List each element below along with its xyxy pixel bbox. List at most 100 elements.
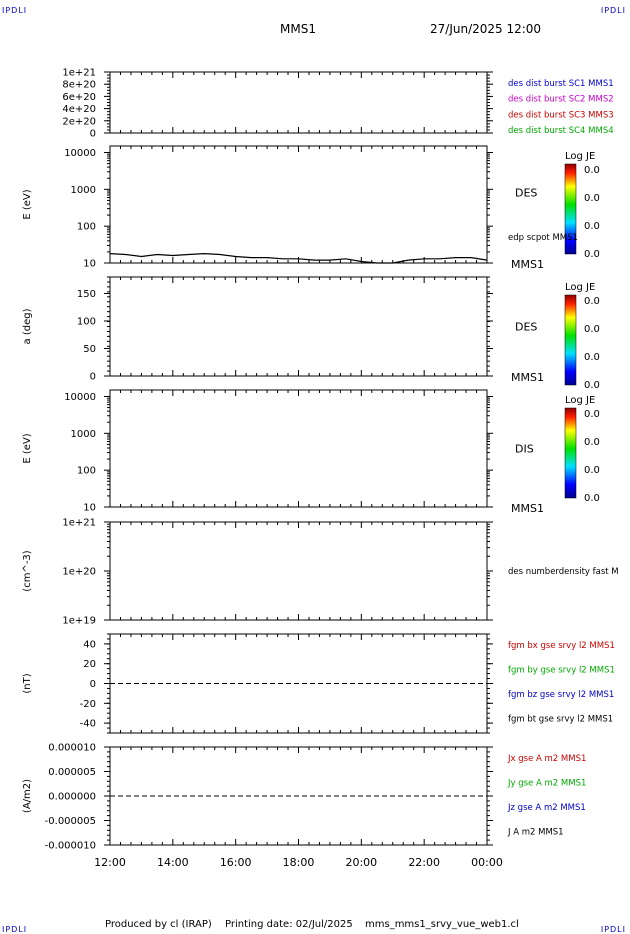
legend-entry: fgm bt gse srvy l2 MMS1 bbox=[508, 715, 613, 725]
footer-printing-date: Printing date: 02/Jul/2025 bbox=[225, 919, 353, 930]
overlay-label: edp scpot MMS1 bbox=[508, 233, 578, 243]
spacecraft-label: MMS1 bbox=[511, 258, 544, 271]
colorbar bbox=[564, 163, 577, 255]
panel-p4 bbox=[104, 389, 577, 508]
y-tick-label: -0.000005 bbox=[45, 816, 96, 827]
colorbar-label: 0.0 bbox=[584, 165, 600, 176]
y-axis-title: (nT) bbox=[22, 673, 33, 693]
panel-p5 bbox=[104, 521, 493, 621]
time-tick-label: 22:00 bbox=[408, 856, 440, 869]
y-axis-title: (cm^-3) bbox=[22, 550, 33, 591]
y-tick-label: -40 bbox=[80, 719, 96, 730]
corner-label-bottom-left: IPDLI bbox=[2, 925, 28, 934]
corner-label-top-right: IPDLI bbox=[600, 6, 626, 15]
spacecraft-label: MMS1 bbox=[511, 502, 544, 515]
legend-entry: Jz gse A m2 MMS1 bbox=[507, 803, 586, 813]
y-tick-label: 50 bbox=[83, 344, 96, 355]
colorbar-label: 0.0 bbox=[584, 493, 600, 504]
colorbar-title: Log JE bbox=[565, 395, 595, 406]
colorbar-label: 0.0 bbox=[584, 352, 600, 363]
y-tick-label: 1e+20 bbox=[62, 567, 96, 578]
instrument-label: DES bbox=[515, 321, 537, 334]
footer-producer: Produced by cl (IRAP) bbox=[105, 919, 212, 930]
legend-entry: fgm by gse srvy l2 MMS1 bbox=[508, 666, 615, 676]
y-tick-label: 1000 bbox=[71, 185, 96, 196]
y-tick-label: 10000 bbox=[64, 148, 96, 159]
y-tick-label: 2e+20 bbox=[62, 116, 96, 127]
y-tick-label: 10000 bbox=[64, 392, 96, 403]
legend-entry: des dist burst SC2 MMS2 bbox=[508, 95, 614, 105]
colorbar-label: 0.0 bbox=[584, 324, 600, 335]
plot-frame bbox=[109, 276, 488, 377]
spacecraft-label: MMS1 bbox=[511, 371, 544, 384]
colorbar-label: 0.0 bbox=[584, 437, 600, 448]
y-tick-label: 0.000000 bbox=[48, 792, 96, 803]
legend-entry: des dist burst SC1 MMS1 bbox=[508, 79, 614, 89]
time-tick-label: 18:00 bbox=[283, 856, 315, 869]
instrument-label: DES bbox=[515, 187, 537, 200]
y-tick-label: 4e+20 bbox=[62, 104, 96, 115]
legend-entry: Jx gse A m2 MMS1 bbox=[507, 754, 586, 764]
y-tick-label: 20 bbox=[83, 659, 96, 670]
y-tick-label: 0.000005 bbox=[48, 767, 96, 778]
y-tick-label: 0 bbox=[90, 372, 96, 383]
y-tick-label: 40 bbox=[83, 639, 96, 650]
y-tick-label: 150 bbox=[77, 289, 96, 300]
y-axis-title: E (eV) bbox=[22, 189, 33, 219]
time-tick-label: 14:00 bbox=[157, 856, 189, 869]
legend-entry: des dist burst SC3 MMS3 bbox=[508, 110, 614, 120]
plot-frame bbox=[109, 521, 488, 621]
colorbar bbox=[564, 407, 577, 499]
plot-frame bbox=[109, 389, 488, 508]
instrument-label: DIS bbox=[515, 443, 534, 456]
y-tick-label: 6e+20 bbox=[62, 92, 96, 103]
panel-p7 bbox=[104, 746, 493, 846]
colorbar-label: 0.0 bbox=[584, 193, 600, 204]
legend-entry: des dist burst SC4 MMS4 bbox=[508, 126, 614, 136]
time-tick-label: 16:00 bbox=[220, 856, 252, 869]
y-tick-label: 10 bbox=[83, 259, 96, 270]
panel-p1 bbox=[104, 71, 493, 134]
header-spacecraft: MMS1 bbox=[280, 22, 316, 36]
colorbar-label: 0.0 bbox=[584, 249, 600, 260]
colorbar-title: Log JE bbox=[565, 282, 595, 293]
y-tick-label: 0 bbox=[90, 129, 96, 140]
colorbar-label: 0.0 bbox=[584, 409, 600, 420]
panel-p2 bbox=[104, 145, 577, 264]
time-tick-label: 20:00 bbox=[345, 856, 377, 869]
corner-label-top-left: IPDLI bbox=[2, 6, 28, 15]
corner-label-bottom-right: IPDLI bbox=[600, 925, 626, 934]
colorbar-label: 0.0 bbox=[584, 380, 600, 391]
y-tick-label: -20 bbox=[80, 699, 96, 710]
y-tick-label: 1000 bbox=[71, 429, 96, 440]
legend-entry: des numberdensity fast M bbox=[508, 567, 619, 577]
y-tick-label: 1e+19 bbox=[62, 616, 96, 627]
y-tick-label: 100 bbox=[77, 466, 96, 477]
y-tick-label: 1e+21 bbox=[62, 68, 96, 79]
header-datetime: 27/Jun/2025 12:00 bbox=[430, 22, 542, 36]
colorbar-label: 0.0 bbox=[584, 465, 600, 476]
y-tick-label: -0.000010 bbox=[45, 841, 96, 852]
y-tick-label: 8e+20 bbox=[62, 80, 96, 91]
colorbar-label: 0.0 bbox=[584, 221, 600, 232]
y-axis-title: a (deg) bbox=[22, 308, 33, 344]
y-tick-label: 100 bbox=[77, 222, 96, 233]
footer-file: mms_mms1_srvy_vue_web1.cl bbox=[365, 919, 519, 930]
y-tick-label: 0.000010 bbox=[48, 743, 96, 754]
series-line bbox=[109, 252, 488, 264]
y-tick-label: 0 bbox=[90, 679, 96, 690]
panel-p6 bbox=[104, 633, 493, 734]
colorbar bbox=[564, 294, 577, 386]
plot-frame bbox=[109, 71, 488, 134]
legend-entry: J A m2 MMS1 bbox=[507, 828, 564, 838]
legend-entry: fgm bz gse srvy l2 MMS1 bbox=[508, 690, 614, 700]
colorbar-label: 0.0 bbox=[584, 296, 600, 307]
panel-p3 bbox=[104, 276, 577, 386]
y-axis-title: E (eV) bbox=[22, 433, 33, 463]
colorbar-title: Log JE bbox=[565, 151, 595, 162]
y-tick-label: 100 bbox=[77, 317, 96, 328]
time-tick-label: 12:00 bbox=[94, 856, 126, 869]
y-tick-label: 1e+21 bbox=[62, 518, 96, 529]
plot-frame bbox=[109, 145, 488, 264]
